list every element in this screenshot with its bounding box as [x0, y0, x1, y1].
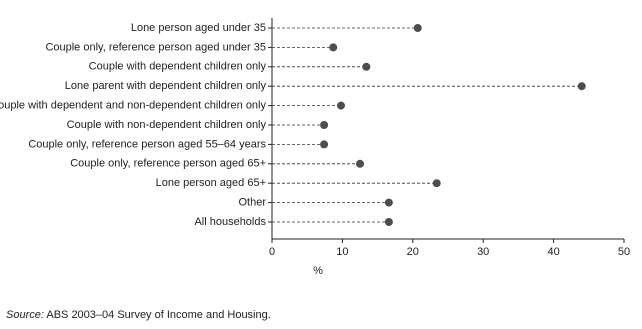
- dot: [577, 82, 586, 91]
- source-text: ABS 2003–04 Survey of Income and Housing…: [46, 309, 270, 321]
- source-label: Source:: [6, 309, 44, 321]
- category-label: Couple only, reference person aged 55–64…: [28, 138, 266, 150]
- source-note: Source: ABS 2003–04 Survey of Income and…: [6, 309, 271, 321]
- category-label: Lone parent with dependent children only: [65, 80, 267, 92]
- dot: [432, 179, 441, 188]
- category-label: Couple with dependent children only: [89, 61, 267, 73]
- category-label: Couple with non-dependent children only: [67, 119, 267, 131]
- category-label: Couple only, reference person aged under…: [45, 41, 266, 53]
- x-tick-label: 40: [547, 246, 559, 258]
- category-label: Couple with dependent and non-dependent …: [0, 100, 266, 112]
- category-label: Couple only, reference person aged 65+: [70, 158, 266, 170]
- x-tick-label: 50: [618, 246, 630, 258]
- dot: [362, 62, 371, 71]
- category-label: Lone person aged 65+: [156, 177, 266, 189]
- dot: [320, 140, 329, 149]
- dot: [336, 101, 345, 110]
- x-tick-label: 0: [269, 246, 275, 258]
- x-tick-label: 30: [477, 246, 489, 258]
- category-label: Other: [238, 197, 266, 209]
- x-tick-label: 20: [407, 246, 419, 258]
- dot: [413, 24, 422, 32]
- x-tick-label: 10: [336, 246, 348, 258]
- dot: [320, 121, 329, 129]
- dot: [329, 43, 338, 52]
- category-label: Lone person aged under 35: [131, 22, 266, 34]
- dot: [384, 198, 393, 207]
- dot: [356, 159, 364, 168]
- dot: [384, 218, 393, 226]
- category-label: All households: [194, 216, 266, 228]
- x-axis-label: %: [313, 265, 323, 277]
